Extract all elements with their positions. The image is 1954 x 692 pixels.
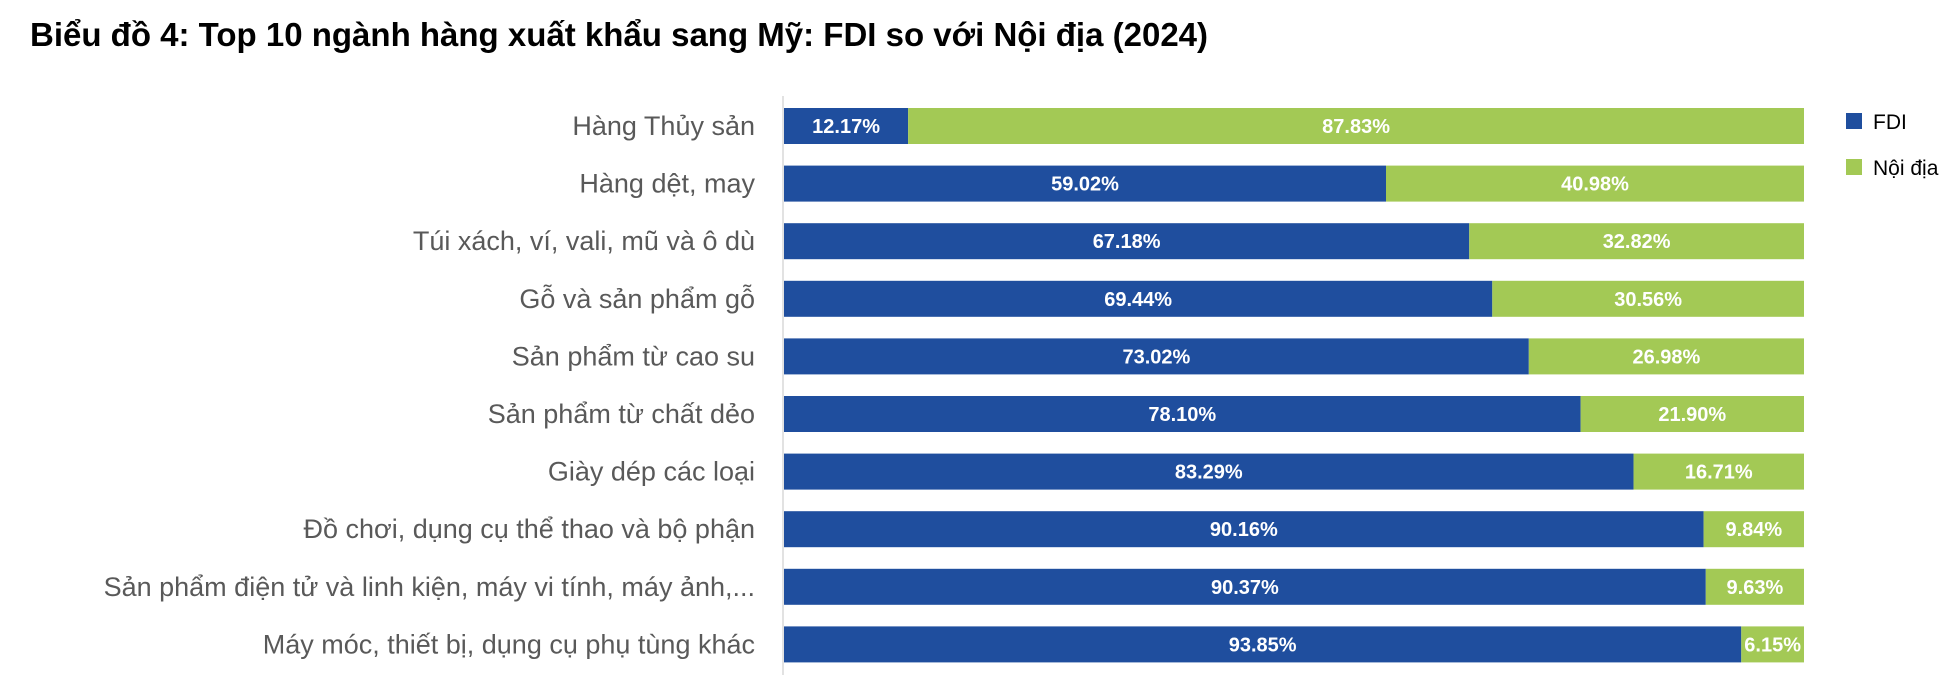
data-label: 78.10% [1148,404,1216,426]
category-label: Sản phẩm từ chất dẻo [488,399,755,429]
bar-segment-fdi [784,568,1706,605]
data-label: 67.18% [1093,231,1161,253]
bar-segment-fdi [784,108,909,144]
data-label: 26.98% [1632,346,1700,368]
category-label: Giày dép các loại [548,457,755,487]
data-label: 83.29% [1175,462,1243,484]
bar-segment-noi-dia [908,108,1804,144]
data-label: 16.71% [1685,462,1753,484]
category-labels: Hàng Thủy sản Hàng dệt, may Túi xách, ví, … [104,111,756,659]
bar-segment-fdi [784,453,1634,490]
bar-segment-noi-dia [1705,568,1804,605]
bar-segment-fdi [784,280,1493,317]
legend-swatch [1846,113,1862,129]
data-label: 93.85% [1229,634,1297,656]
bar-segment-fdi [784,165,1387,202]
data-label: 40.98% [1561,174,1629,196]
category-label: Gỗ và sản phẩm gỗ [519,283,755,314]
bar-segment-noi-dia [1469,223,1804,260]
data-label: 9.63% [1727,577,1784,599]
bar-segment-noi-dia [1633,453,1804,490]
data-label: 21.90% [1658,404,1726,426]
bar-segment-noi-dia [1580,396,1804,432]
legend-swatch [1846,159,1862,175]
bar-segment-noi-dia [1703,511,1804,548]
category-label: Hàng dệt, may [579,169,755,199]
data-label: 32.82% [1603,231,1671,253]
category-label: Túi xách, ví, vali, mũ và ô dù [413,226,755,256]
category-label: Sản phẩm từ cao su [512,341,755,371]
bar-segment-fdi [784,396,1581,432]
bars-group: 12.17% 87.83% 59.02% 40.98% 67.18% 32.82% 69.4… [784,108,1804,663]
data-label: 69.44% [1104,289,1172,311]
data-label: 90.16% [1210,519,1278,541]
category-label: Sản phẩm điện tử và linh kiện, máy vi tí… [104,572,755,602]
bar-segment-noi-dia [1492,280,1804,317]
data-label: 87.83% [1322,116,1390,138]
bar-segment-fdi [784,626,1742,663]
data-label: 12.17% [812,116,880,138]
data-label: 6.15% [1744,634,1801,656]
data-label: 59.02% [1051,174,1119,196]
bar-segment-noi-dia [1386,165,1804,202]
chart-title: Biểu đồ 4: Top 10 ngành hàng xuất khẩu s… [30,16,1209,53]
legend: FDI Nội địa [1846,111,1939,180]
legend-label: Nội địa [1873,157,1939,180]
data-label: 9.84% [1725,519,1782,541]
legend-label: FDI [1873,111,1907,134]
category-label: Máy móc, thiết bị, dụng cụ phụ tùng khác [263,629,755,659]
category-label: Đồ chơi, dụng cụ thể thao và bộ phận [303,514,755,544]
bar-segment-noi-dia [1528,338,1804,375]
data-label: 73.02% [1122,346,1190,368]
category-label: Hàng Thủy sản [572,111,755,141]
data-label: 30.56% [1614,289,1682,311]
bar-segment-noi-dia [1741,626,1804,663]
bar-segment-fdi [784,223,1470,260]
bar-segment-fdi [784,338,1529,375]
data-label: 90.37% [1211,577,1279,599]
bar-segment-fdi [784,511,1704,548]
